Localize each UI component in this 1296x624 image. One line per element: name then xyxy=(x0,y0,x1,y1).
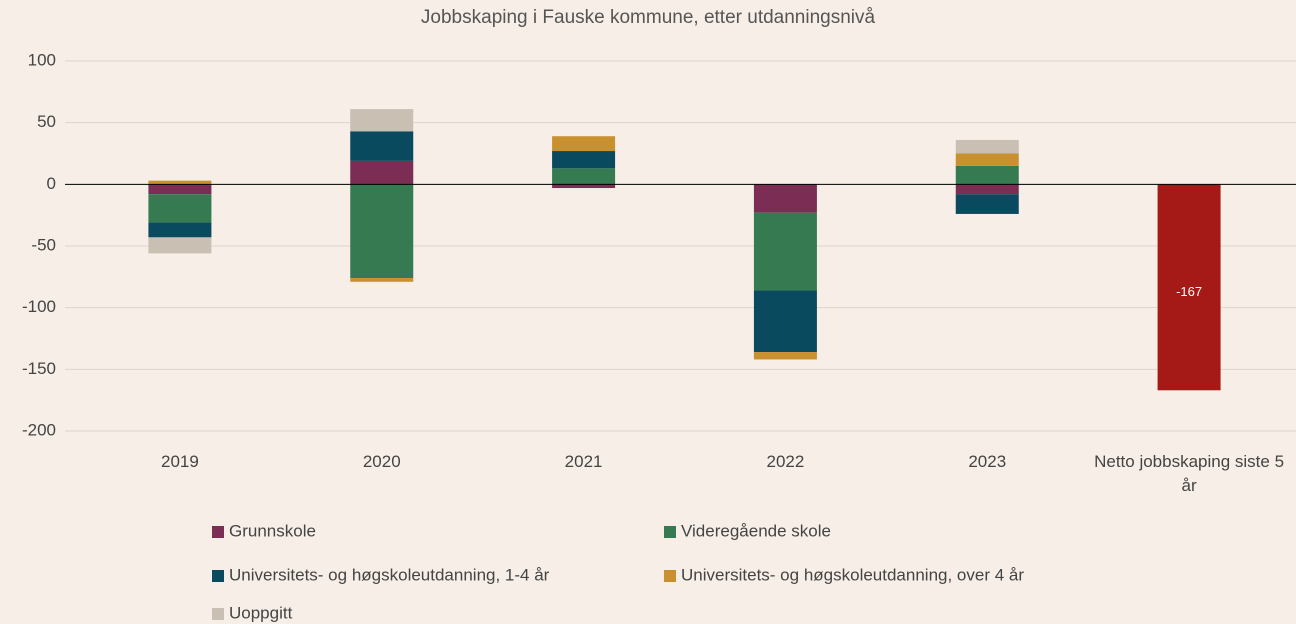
data-label: -167 xyxy=(1176,284,1202,299)
y-tick-label: -50 xyxy=(31,235,56,254)
legend-swatch xyxy=(212,608,224,620)
chart-title: Jobbskaping i Fauske kommune, etter utda… xyxy=(421,7,876,28)
bar-segment xyxy=(350,131,414,161)
legend-swatch xyxy=(664,526,676,538)
x-label-box: Netto jobbskaping siste 5 år xyxy=(1094,452,1285,495)
x-label-box: 2021 xyxy=(564,452,603,471)
x-tick-label: 2023 xyxy=(968,452,1007,471)
bar-segment xyxy=(753,212,817,291)
y-tick-label: 50 xyxy=(37,112,56,131)
x-label-box: 2020 xyxy=(362,452,401,471)
x-tick-label: Netto jobbskaping siste 5 år xyxy=(1094,452,1285,495)
legend-label: Grunnskole xyxy=(229,521,316,540)
bar-segment xyxy=(148,237,212,254)
legend-swatch xyxy=(212,570,224,582)
x-label-box: 2022 xyxy=(766,452,805,471)
legend-label: Videregående skole xyxy=(681,521,831,540)
bar-segment xyxy=(148,194,212,223)
y-tick-label: 0 xyxy=(47,174,56,193)
bar-segment xyxy=(350,184,414,279)
x-tick-label: 2021 xyxy=(564,452,603,471)
bar-segment xyxy=(955,139,1019,154)
x-tick-label: 2022 xyxy=(766,452,805,471)
x-label-box: 2023 xyxy=(968,452,1007,471)
bar-segment xyxy=(350,278,414,282)
x-tick-label: 2020 xyxy=(362,452,401,471)
bar-segment xyxy=(350,109,414,132)
legend-swatch xyxy=(212,526,224,538)
bar-segment xyxy=(148,184,212,195)
bar-segment xyxy=(955,153,1019,166)
y-tick-label: -200 xyxy=(22,420,56,439)
bar-segment xyxy=(955,165,1019,185)
bar-segment xyxy=(350,160,414,185)
legend-label: Uoppgitt xyxy=(229,603,293,622)
legend-label: Universitets- og høgskoleutdanning, over… xyxy=(681,565,1024,584)
bar-segment xyxy=(148,180,212,185)
total-bar xyxy=(1157,184,1221,391)
legend-swatch xyxy=(664,570,676,582)
x-label-box: 2019 xyxy=(160,452,199,471)
bar-segment xyxy=(955,194,1019,214)
bar-segment xyxy=(753,290,817,353)
bar-segment xyxy=(552,151,616,169)
bar-segment xyxy=(552,184,616,189)
y-tick-label: -100 xyxy=(22,297,56,316)
legend-label: Universitets- og høgskoleutdanning, 1-4 … xyxy=(229,565,550,584)
y-tick-label: -150 xyxy=(22,359,56,378)
x-tick-label: 2019 xyxy=(160,452,199,471)
bar-segment xyxy=(753,352,817,360)
bar-segment xyxy=(753,184,817,213)
y-tick-label: 100 xyxy=(28,50,56,69)
bar-segment xyxy=(955,184,1019,195)
bar-segment xyxy=(552,168,616,185)
bar-segment xyxy=(148,222,212,238)
bar-segment xyxy=(552,136,616,152)
